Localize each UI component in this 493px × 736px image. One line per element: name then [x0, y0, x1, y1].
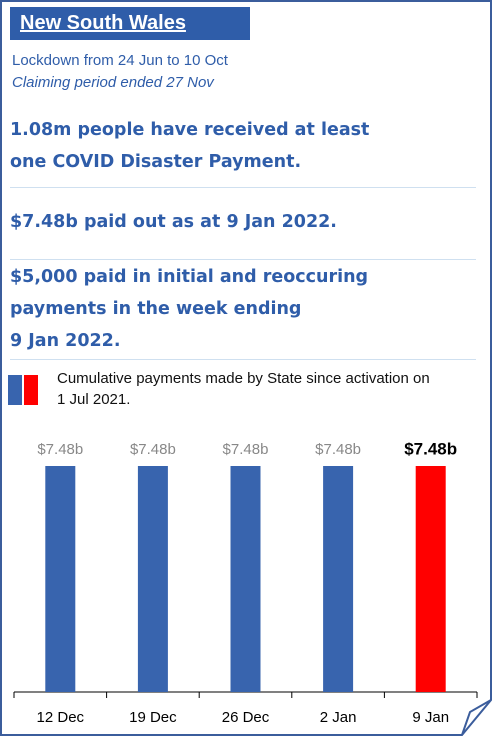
chart: 12 Dec $7.48b 19 Dec $7.48b 26 Dec $7.48b 2 Ja…: [13, 439, 478, 726]
x-tick-label: 19 Dec: [129, 709, 177, 726]
headline-line: 9 Jan 2022.: [10, 331, 121, 351]
note: Claiming period ended 27 Nov: [12, 74, 214, 91]
legend-text: Cumulative payments made by State since …: [57, 370, 430, 408]
x-tick-label: 2 Jan: [320, 709, 357, 726]
headline: $7.48b paid out as at 9 Jan 2022.: [10, 206, 337, 238]
headline-line: one COVID Disaster Payment.: [10, 152, 302, 172]
separator: [10, 259, 476, 260]
headline-line: 1.08m people have received at least: [10, 120, 370, 140]
value-label: $7.48b: [404, 439, 457, 458]
value-label: $7.48b: [223, 441, 269, 458]
separator: [10, 359, 476, 360]
bar: [137, 466, 168, 692]
bar: [230, 466, 261, 692]
separator: [10, 187, 476, 188]
value-label: $7.48b: [315, 441, 361, 458]
x-tick-label: 26 Dec: [222, 709, 270, 726]
value-label: $7.48b: [37, 441, 83, 458]
legend-icon: [8, 375, 38, 405]
page-curl: [461, 699, 492, 736]
legend-swatch: [8, 375, 22, 405]
headline-line: payments in the week ending: [10, 299, 302, 319]
x-tick-label: 9 Jan: [412, 709, 449, 726]
headline: 1.08m people have received at least one C…: [10, 114, 369, 178]
bar: [45, 466, 76, 692]
legend-swatch: [24, 375, 38, 405]
value-label: $7.48b: [130, 441, 176, 458]
bar: [323, 466, 354, 692]
bar: [415, 466, 446, 692]
x-tick-label: 12 Dec: [37, 709, 85, 726]
headline-line: $7.48b paid out as at 9 Jan 2022.: [10, 212, 337, 232]
headline-line: $5,000 paid in initial and reoccuring: [10, 267, 369, 287]
title: New South Wales: [10, 7, 250, 40]
subtitle: Lockdown from 24 Jun to 10 Oct: [12, 52, 228, 69]
headline: $5,000 paid in initial and reoccuring pay…: [10, 261, 368, 357]
